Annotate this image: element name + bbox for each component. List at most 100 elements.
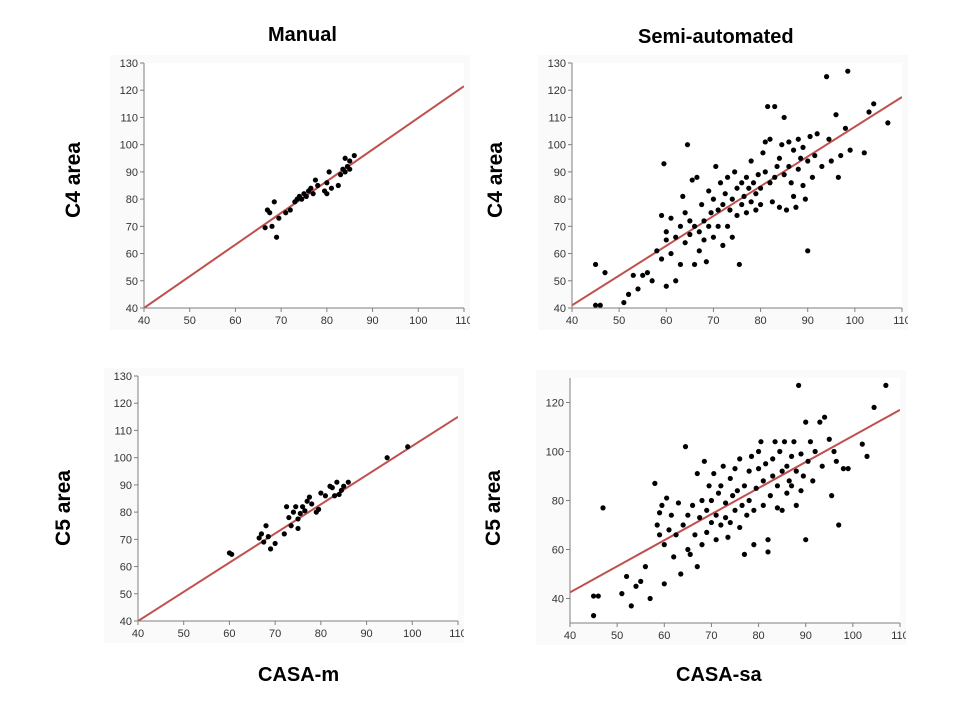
data-point-97 <box>796 382 802 388</box>
y-tick-label: 50 <box>120 589 132 601</box>
data-point-65 <box>746 468 752 474</box>
data-point-26 <box>682 210 688 216</box>
x-tick-label: 70 <box>275 315 287 327</box>
data-point-103 <box>805 458 811 464</box>
data-point-8 <box>287 207 293 213</box>
data-point-29 <box>342 169 348 175</box>
data-point-88 <box>781 439 788 445</box>
data-point-46 <box>715 490 722 496</box>
x-tick-label: 50 <box>184 315 196 327</box>
data-point-12 <box>299 196 305 202</box>
data-point-47 <box>715 207 721 213</box>
data-point-17 <box>661 542 667 548</box>
data-point-86 <box>776 155 783 161</box>
data-point-108 <box>819 463 825 469</box>
y-tick-label: 80 <box>554 194 566 206</box>
data-point-69 <box>751 507 757 513</box>
data-point-38 <box>704 529 710 535</box>
data-point-117 <box>845 68 851 74</box>
data-point-25 <box>318 490 324 496</box>
data-point-101 <box>803 537 809 543</box>
data-point-6 <box>630 272 636 278</box>
data-point-29 <box>331 493 338 499</box>
data-point-29 <box>687 231 693 238</box>
data-point-104 <box>807 439 814 445</box>
data-point-101 <box>800 144 806 150</box>
data-point-35 <box>699 542 705 548</box>
data-point-58 <box>734 212 740 219</box>
data-point-32 <box>691 261 698 268</box>
data-point-80 <box>770 456 776 462</box>
data-point-111 <box>826 136 832 142</box>
data-point-76 <box>763 461 769 467</box>
data-point-15 <box>295 516 301 522</box>
data-point-78 <box>765 537 771 543</box>
data-point-88 <box>781 172 787 178</box>
data-point-17 <box>297 510 303 517</box>
data-point-53 <box>724 223 731 229</box>
y-title-c4-right: C4 area <box>483 142 507 218</box>
y-tick-label: 60 <box>126 249 138 261</box>
x-title-casa-m: CASA-m <box>258 664 340 686</box>
data-point-17 <box>663 283 669 289</box>
y-title-c5-right: C5 area <box>481 470 505 546</box>
data-point-73 <box>758 439 764 445</box>
x-tick-label: 50 <box>613 315 625 327</box>
data-point-62 <box>739 180 745 186</box>
data-point-90 <box>784 463 790 469</box>
data-point-3 <box>258 531 265 537</box>
data-point-66 <box>746 185 752 191</box>
data-point-20 <box>304 498 310 504</box>
x-tick-label: 110 <box>455 315 470 327</box>
data-point-106 <box>809 174 816 180</box>
x-tick-label: 60 <box>223 628 235 640</box>
data-point-66 <box>746 497 752 504</box>
data-point-8 <box>640 272 646 278</box>
data-point-8 <box>272 540 278 547</box>
data-point-22 <box>309 501 315 507</box>
data-point-91 <box>786 478 792 484</box>
data-point-45 <box>713 512 719 518</box>
data-point-82 <box>772 439 778 445</box>
data-point-120 <box>866 109 872 115</box>
x-tick-label: 40 <box>564 630 576 642</box>
data-point-21 <box>324 180 330 186</box>
data-point-92 <box>788 453 795 459</box>
y-tick-label: 130 <box>548 58 566 70</box>
data-point-83 <box>772 103 778 110</box>
data-point-18 <box>312 177 319 183</box>
x-tick-label: 110 <box>891 630 906 642</box>
data-point-20 <box>668 512 674 518</box>
x-tick-label: 60 <box>229 315 241 327</box>
data-point-30 <box>689 177 695 183</box>
data-point-73 <box>757 201 764 208</box>
x-tick-label: 70 <box>705 630 717 642</box>
data-point-18 <box>299 504 306 510</box>
data-point-3 <box>602 270 608 276</box>
data-point-84 <box>774 163 780 170</box>
data-point-109 <box>819 163 825 170</box>
x-tick-label: 90 <box>366 315 378 327</box>
chart-c4-manual: 40 50 60 70 80 90 100 110 40 50 60 70 80 90 100 110 120 1… <box>110 55 470 330</box>
y-tick-label: 130 <box>120 58 138 70</box>
x-tick-label: 70 <box>707 315 719 327</box>
data-point-0 <box>592 261 599 268</box>
data-point-47 <box>718 522 724 528</box>
data-point-114 <box>835 174 841 180</box>
data-point-93 <box>788 180 794 186</box>
data-point-16 <box>295 525 301 532</box>
y-tick-label: 50 <box>126 276 138 288</box>
data-point-111 <box>829 493 835 499</box>
data-point-104 <box>805 248 811 254</box>
data-point-80 <box>767 136 773 142</box>
data-point-50 <box>720 201 726 208</box>
y-tick-label: 120 <box>548 85 566 97</box>
data-point-74 <box>760 502 766 508</box>
plot-area <box>138 376 458 621</box>
data-point-11 <box>652 480 658 486</box>
data-point-31 <box>691 223 698 229</box>
data-point-18 <box>668 250 674 257</box>
chart-c5-semi-automated-svg: 40 50 60 70 80 90 100 110 40 60 80 100 120 <box>536 370 906 645</box>
y-tick-label: 90 <box>126 167 138 179</box>
data-point-29 <box>687 551 693 557</box>
